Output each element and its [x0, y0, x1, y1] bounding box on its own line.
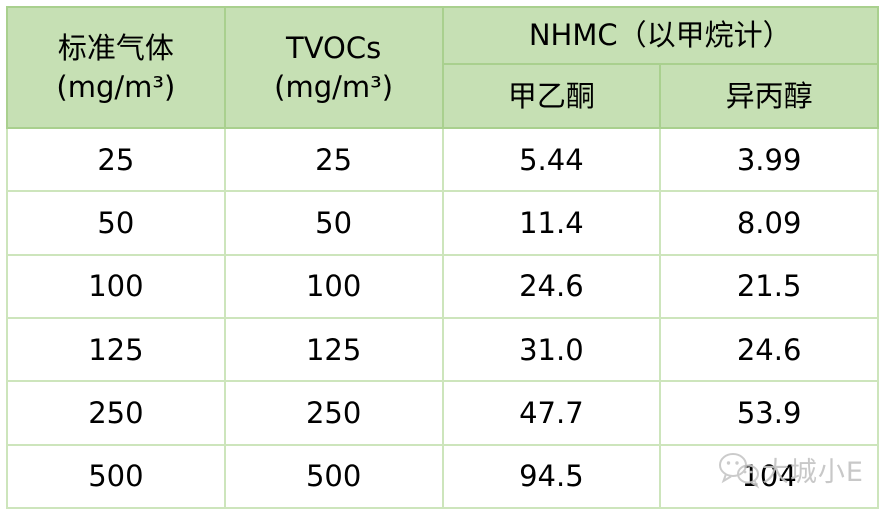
table-row: 500 500 94.5 104	[6, 443, 879, 510]
table-cell: 50	[223, 190, 444, 256]
table-cell: 24.6	[441, 253, 662, 319]
table-cell: 104	[659, 443, 879, 510]
gas-concentration-table-wrap: 标准气体 (mg/m³) TVOCs (mg/m³) NHMC（以甲烷计） 甲乙…	[6, 6, 879, 510]
table-cell: 25	[6, 126, 226, 193]
table-row: 125 125 31.0 24.6	[6, 316, 879, 383]
table-cell: 8.09	[659, 190, 879, 256]
header-row-sub: 甲乙酮 异丙醇	[7, 63, 879, 129]
gas-concentration-table: 标准气体 (mg/m³) TVOCs (mg/m³) NHMC（以甲烷计） 甲乙…	[6, 6, 879, 510]
table-cell: 500	[6, 443, 226, 510]
table-body: 25 25 5.44 3.99 50 50 11.4 8.09 100 100 …	[6, 126, 879, 510]
table-cell: 500	[223, 443, 444, 510]
header-row-top: 标准气体 (mg/m³) TVOCs (mg/m³) NHMC（以甲烷计）	[6, 6, 879, 129]
table-cell: 250	[223, 380, 444, 446]
table-cell: 21.5	[659, 253, 879, 319]
table-cell: 11.4	[441, 190, 662, 256]
table-cell: 25	[223, 126, 444, 193]
header-nhmc-group: NHMC（以甲烷计）	[441, 6, 879, 65]
table-cell: 5.44	[441, 126, 662, 193]
header-ipa: 异丙醇	[659, 63, 879, 129]
header-standard-gas: 标准气体 (mg/m³)	[6, 6, 226, 129]
table-cell: 53.9	[659, 380, 879, 446]
table-cell: 50	[6, 190, 226, 256]
table-cell: 3.99	[659, 126, 879, 193]
table-cell: 250	[6, 380, 226, 446]
table-header: 标准气体 (mg/m³) TVOCs (mg/m³) NHMC（以甲烷计） 甲乙…	[6, 6, 879, 129]
header-tvocs: TVOCs (mg/m³)	[223, 6, 444, 129]
table-cell: 47.7	[441, 380, 662, 446]
table-row: 250 250 47.7 53.9	[6, 380, 879, 446]
table-cell: 100	[6, 253, 226, 319]
table-cell: 100	[223, 253, 444, 319]
table-row: 100 100 24.6 21.5	[6, 253, 879, 319]
table-row: 25 25 5.44 3.99	[6, 126, 879, 193]
table-cell: 125	[6, 316, 226, 383]
table-cell: 24.6	[659, 316, 879, 383]
table-cell: 125	[223, 316, 444, 383]
table-cell: 31.0	[441, 316, 662, 383]
table-row: 50 50 11.4 8.09	[6, 190, 879, 256]
table-cell: 94.5	[441, 443, 662, 510]
header-mek: 甲乙酮	[441, 63, 662, 129]
